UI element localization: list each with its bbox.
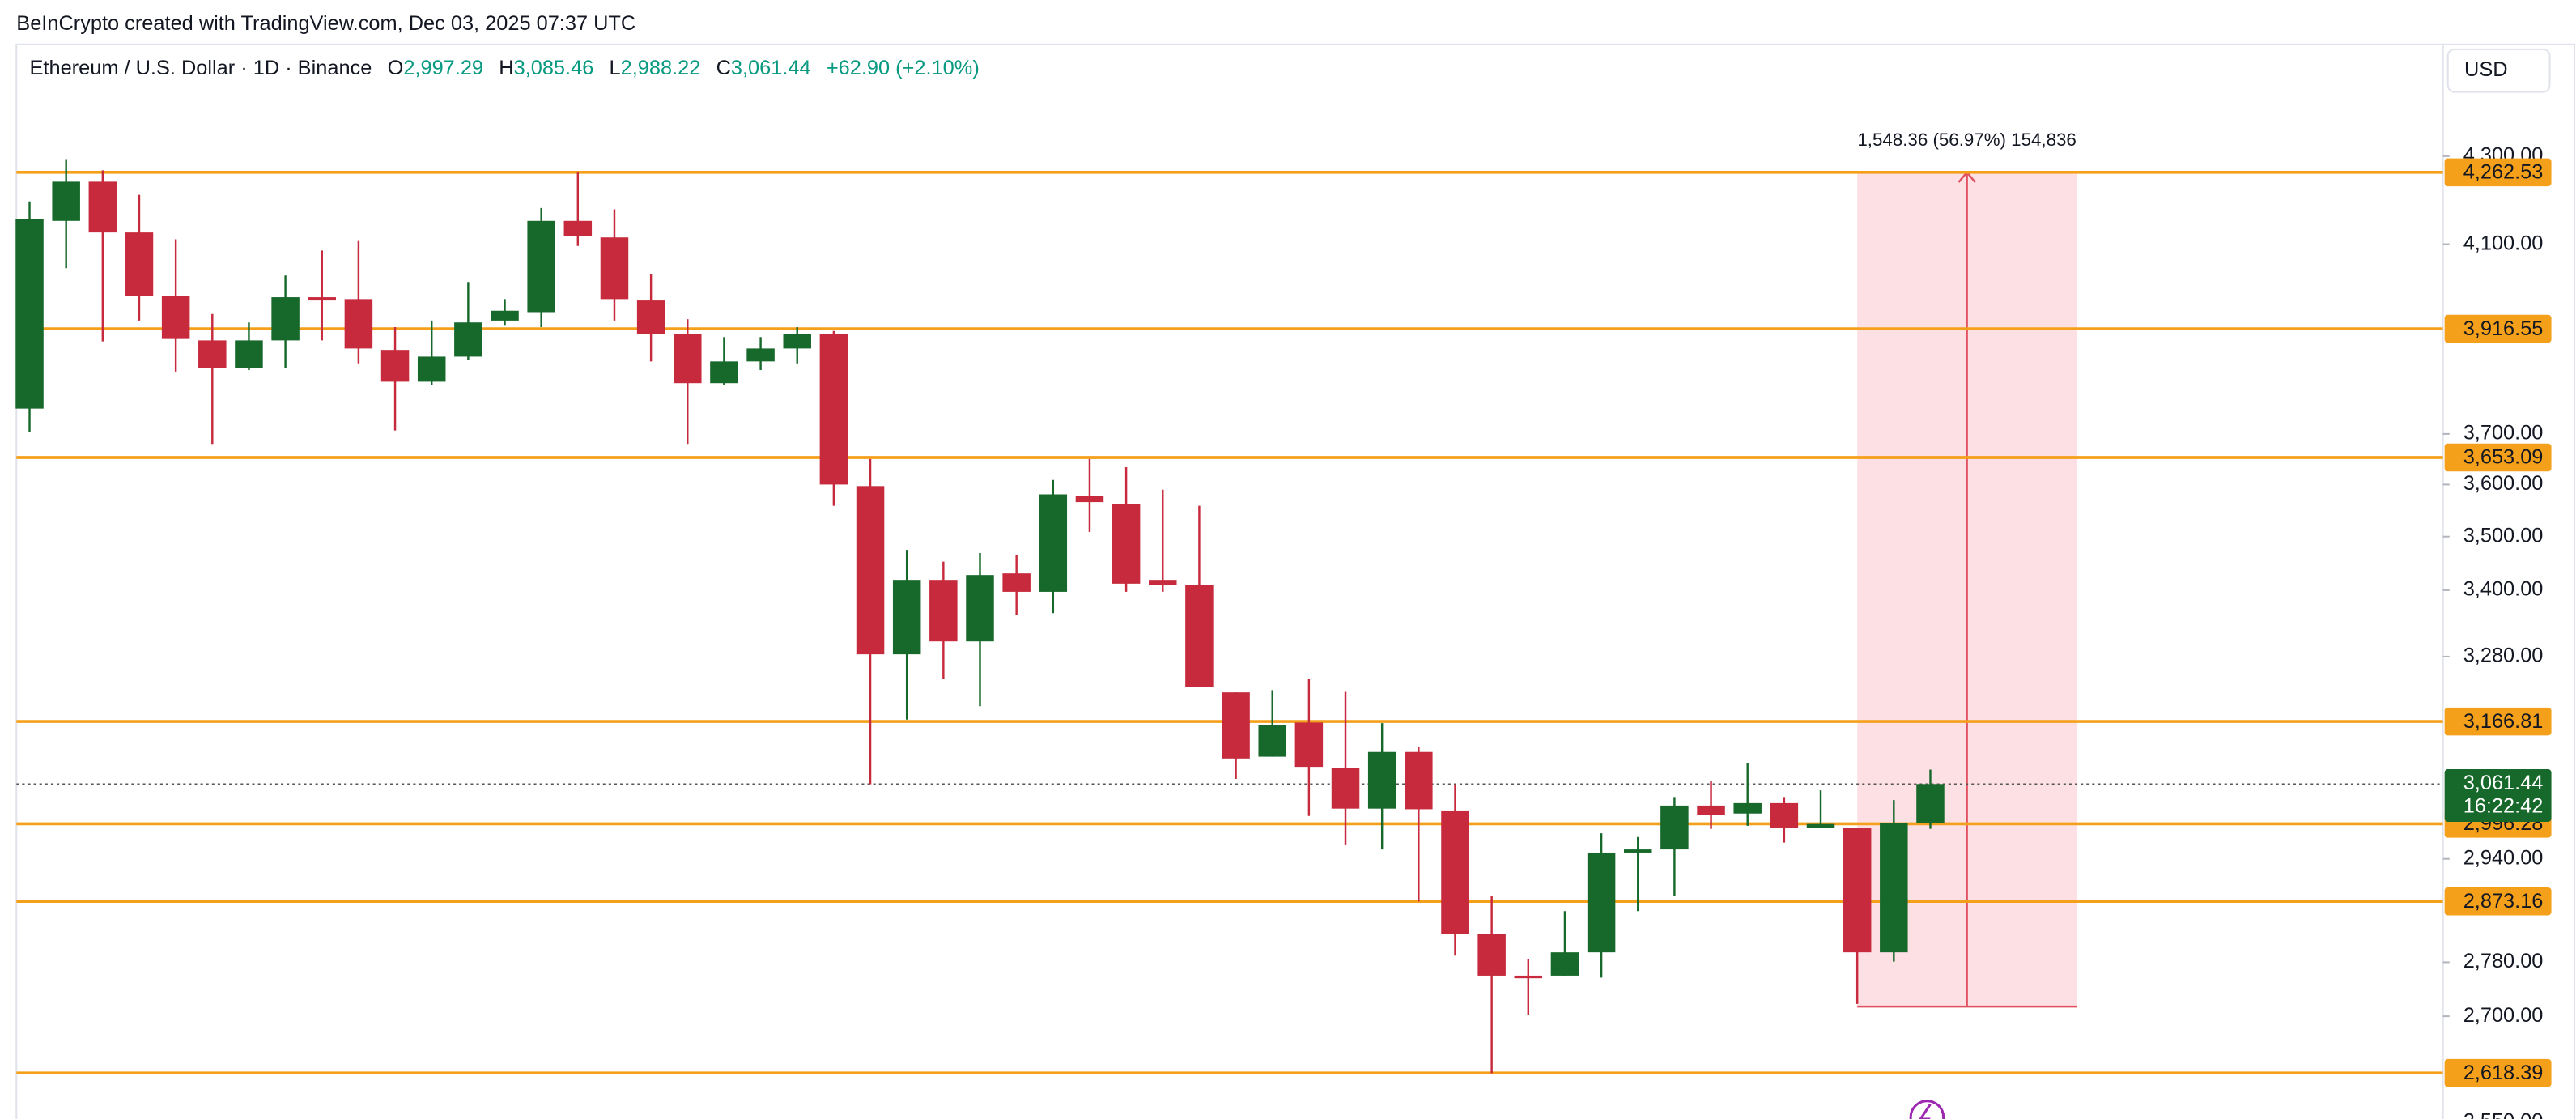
candle-body <box>674 334 702 384</box>
candle-body <box>1002 573 1031 592</box>
level-label-box <box>2444 707 2552 736</box>
candle-body <box>1477 934 1506 976</box>
ohlc-key: H <box>499 57 513 79</box>
candle-body <box>819 334 848 485</box>
candle-body <box>308 297 336 301</box>
level-label: 3,916.55 <box>2463 317 2544 340</box>
candle-body <box>1697 805 1725 815</box>
candle-body <box>1806 823 1835 828</box>
candle-body <box>198 340 227 368</box>
plot: 1,548.36 (56.97%) 154,8364,300.004,100.0… <box>15 130 2552 1119</box>
candle-body <box>1294 722 1324 768</box>
y-tick-label: 3,280.00 <box>2463 645 2544 667</box>
ohlc-value: 3,061.44 <box>731 57 811 79</box>
level-label-box <box>2444 314 2552 343</box>
candle-body <box>1623 849 1652 853</box>
candle-body <box>1550 952 1579 976</box>
event-icon[interactable] <box>1909 1100 1945 1119</box>
candle-body <box>1075 496 1104 503</box>
y-tick-label: 2,700.00 <box>2463 1004 2544 1027</box>
candle-body <box>380 350 410 382</box>
candle-body <box>1843 828 1872 953</box>
y-tick-label: 3,700.00 <box>2463 422 2544 445</box>
candle-body <box>1916 784 1945 823</box>
level-label: 2,873.16 <box>2463 890 2544 913</box>
ohlc-key: C <box>716 57 731 79</box>
candle-body <box>1660 805 1689 850</box>
candle-body <box>710 361 738 384</box>
candle-body <box>1222 692 1250 759</box>
level-label: 3,166.81 <box>2463 710 2544 733</box>
candle-body <box>1185 585 1214 687</box>
candle-body <box>600 237 629 300</box>
symbol: Ethereum / U.S. Dollar · 1D · Binance <box>30 57 372 79</box>
ohlc-value: 2,997.29 <box>403 57 483 79</box>
credit: BeInCrypto created with TradingView.com,… <box>16 12 635 35</box>
level-label: 4,262.53 <box>2463 161 2544 184</box>
currency[interactable]: USD <box>2464 58 2508 81</box>
candle-body <box>892 580 921 655</box>
candle-body <box>52 181 80 221</box>
chart-frame <box>15 43 2575 1119</box>
candle-body <box>15 219 44 409</box>
candle-body <box>1367 751 1396 809</box>
candle-body <box>491 310 519 321</box>
level-label: 2,618.39 <box>2463 1062 2544 1084</box>
candle-body <box>271 297 300 341</box>
countdown: 16:22:42 <box>2463 794 2544 817</box>
candle-body <box>344 299 373 349</box>
level-label-box <box>2444 158 2552 187</box>
ohlc-key: O <box>388 57 404 79</box>
candle-body <box>966 575 994 642</box>
candle-body <box>1880 823 1908 953</box>
ohlc-value: 2,988.22 <box>621 57 701 79</box>
candle-body <box>783 334 811 349</box>
level-label-box <box>2444 443 2552 472</box>
ohlc-key: L <box>610 57 621 79</box>
candle-body <box>235 340 263 368</box>
candle-body <box>125 232 154 296</box>
candle-body <box>929 580 958 642</box>
candle-body <box>527 220 555 313</box>
candle-body <box>1112 504 1141 584</box>
last-price-box <box>2444 769 2552 822</box>
y-tick-label: 4,100.00 <box>2463 232 2544 254</box>
candle-body <box>746 348 775 362</box>
y-tick-label: 2,940.00 <box>2463 846 2544 869</box>
candle-body <box>1331 768 1360 809</box>
y-tick-label: 2,550.00 <box>2463 1109 2544 1119</box>
level-label-box <box>2444 887 2552 916</box>
candle-body <box>636 300 665 334</box>
candle-body <box>417 356 446 382</box>
candle-body <box>1039 494 1068 592</box>
candle-body <box>1587 852 1616 953</box>
currency-button[interactable] <box>2446 48 2551 93</box>
candle-body <box>563 220 593 236</box>
measure-label: 1,548.36 (56.97%) 154,836 <box>1857 130 2076 150</box>
candle-body <box>454 322 482 357</box>
candle-body <box>161 296 190 339</box>
candle-body <box>1514 975 1543 979</box>
candle-body <box>1405 751 1433 810</box>
candle-body <box>88 181 117 233</box>
candle-body <box>1258 725 1286 757</box>
y-tick-label: 2,780.00 <box>2463 950 2544 972</box>
candle-body <box>1770 802 1799 828</box>
level-label: 3,653.09 <box>2463 446 2544 469</box>
change: +62.90 (+2.10%) <box>827 57 980 79</box>
ohlc-value: 3,085.46 <box>514 57 594 79</box>
level-label-box <box>2444 1058 2552 1087</box>
y-tick-label: 3,600.00 <box>2463 472 2544 495</box>
symbol-line: Ethereum / U.S. Dollar · 1D · Binance O2… <box>30 57 980 79</box>
last-price-label: 3,061.44 <box>2463 772 2544 794</box>
y-tick-label: 3,400.00 <box>2463 578 2544 601</box>
candle-body <box>1149 580 1177 585</box>
y-tick-label: 3,500.00 <box>2463 524 2544 547</box>
candle-body <box>856 486 885 655</box>
candle-body <box>1441 810 1469 934</box>
candle-body <box>1733 802 1762 814</box>
